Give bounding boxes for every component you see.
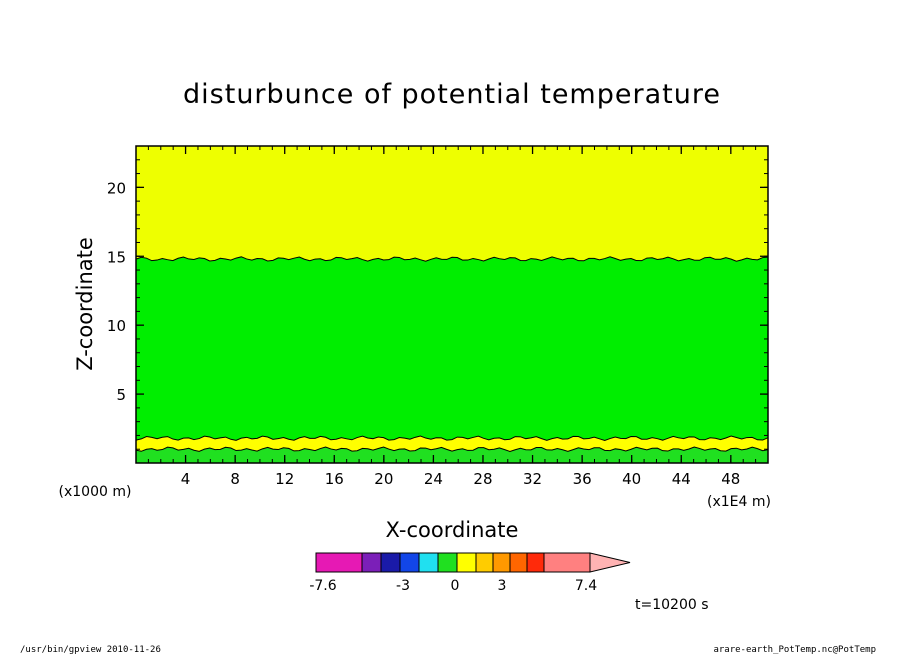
x-tick-label: 28 [473,470,492,488]
contour-band [136,435,768,452]
y-axis-label: Z-coordinate [73,237,97,371]
y-tick-label: 5 [116,386,126,404]
colorbar-tick-label: 3 [498,578,507,594]
x-tick-label: 44 [672,470,691,488]
colorbar: -7.6 -3 0 3 7.4 [309,552,631,594]
colorbar-extension [589,552,631,573]
colorbar-tick-label: 7.4 [575,578,597,594]
x-tick-label: 16 [325,470,344,488]
x-axis-label: X-coordinate [386,518,519,542]
colorbar-tick-label: -7.6 [309,578,336,594]
x-tick-label: 40 [622,470,641,488]
colorbar-segment [492,552,511,573]
x-tick-label: 8 [230,470,240,488]
colorbar-segment [399,552,420,573]
contour-line [135,435,769,441]
colorbar-segment [437,552,458,573]
colorbar-segment [509,552,528,573]
contour-line [135,256,769,262]
contour-band [136,256,768,441]
x-unit-label: (x1E4 m) [707,494,771,510]
y-tick-label: 15 [107,248,126,266]
time-label: t=10200 s [635,597,709,613]
x-tick-label: 32 [523,470,542,488]
x-tick-label: 24 [424,470,443,488]
footer-source-file: arare-earth_PotTemp.nc@PotTemp [713,645,876,654]
colorbar-segment [526,552,545,573]
colorbar-segment [543,552,591,573]
colorbar-segment [361,552,382,573]
x-tick-label: 12 [275,470,294,488]
x-tick-label: 4 [181,470,191,488]
contour-line [135,446,769,452]
x-tick-label: 20 [374,470,393,488]
colorbar-tick-label: -3 [396,578,410,594]
colorbar-tick-label: 0 [451,578,460,594]
y-tick-label: 20 [107,179,126,197]
y-unit-label: (x1000 m) [59,484,132,500]
colorbar-segment [315,552,363,573]
contour-band [136,146,768,262]
y-tick-label: 10 [107,317,126,335]
footer-program-date: /usr/bin/gpview 2010-11-26 [20,645,161,654]
colorbar-segment [380,552,401,573]
colorbar-segment [456,552,477,573]
colorbar-segment [418,552,439,573]
colorbar-segment [475,552,494,573]
x-tick-label: 36 [573,470,592,488]
chart-title: disturbunce of potential temperature [183,79,721,110]
x-tick-label: 48 [721,470,740,488]
plot-frame [135,145,769,464]
